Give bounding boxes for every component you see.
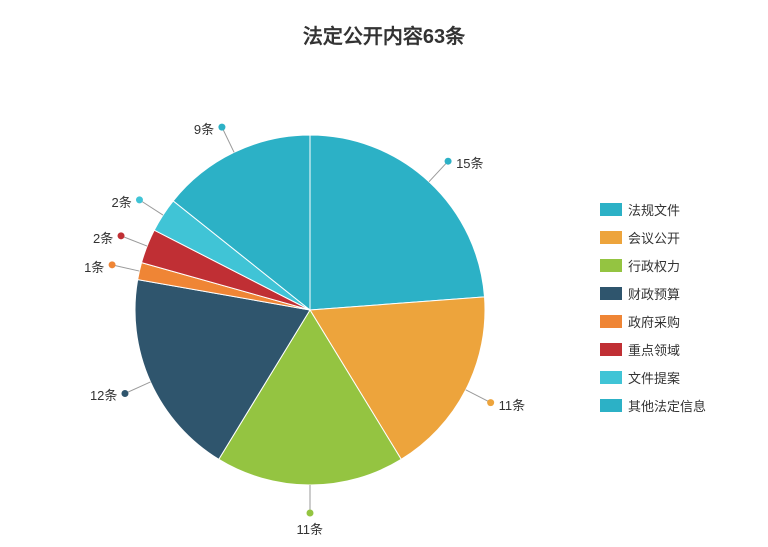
legend-swatch [600,203,622,216]
legend-item[interactable]: 文件提案 [600,368,706,387]
slice-label: 15条 [456,153,483,172]
legend-swatch [600,315,622,328]
slice-label: 11条 [499,395,526,414]
label-marker [136,196,143,203]
leader-line [429,161,448,182]
legend-label: 行政权力 [628,256,680,275]
legend-label: 会议公开 [628,228,680,247]
legend-item[interactable]: 重点领域 [600,340,706,359]
legend-item[interactable]: 法规文件 [600,200,706,219]
pie-chart-container: { "chart": { "type": "pie", "title": "法定… [0,0,768,547]
pie-slices [135,135,485,485]
legend-item[interactable]: 行政权力 [600,256,706,275]
leader-line [139,200,163,215]
slice-label: 11条 [297,519,324,538]
legend-swatch [600,343,622,356]
leader-line [112,265,139,271]
legend-item[interactable]: 其他法定信息 [600,396,706,415]
label-marker [307,510,314,517]
slice-label: 1条 [84,257,104,276]
leader-line [466,390,491,403]
legend-item[interactable]: 财政预算 [600,284,706,303]
label-marker [218,124,225,131]
slice-label: 2条 [111,192,131,211]
slice-label: 2条 [93,228,113,247]
leader-line [222,127,234,152]
label-marker [121,390,128,397]
legend-label: 法规文件 [628,200,680,219]
label-marker [118,232,125,239]
legend-swatch [600,399,622,412]
legend: 法规文件会议公开行政权力财政预算政府采购重点领域文件提案其他法定信息 [600,200,706,415]
legend-item[interactable]: 会议公开 [600,228,706,247]
legend-label: 重点领域 [628,340,680,359]
legend-label: 政府采购 [628,312,680,331]
slice-label: 12条 [90,385,117,404]
leader-line [125,382,151,394]
legend-label: 文件提案 [628,368,680,387]
legend-swatch [600,259,622,272]
legend-label: 其他法定信息 [628,396,706,415]
legend-swatch [600,371,622,384]
legend-label: 财政预算 [628,284,680,303]
legend-swatch [600,231,622,244]
label-marker [109,261,116,268]
label-marker [445,158,452,165]
leader-line [121,236,147,246]
legend-item[interactable]: 政府采购 [600,312,706,331]
slice-label: 9条 [194,119,214,138]
legend-swatch [600,287,622,300]
label-marker [487,399,494,406]
